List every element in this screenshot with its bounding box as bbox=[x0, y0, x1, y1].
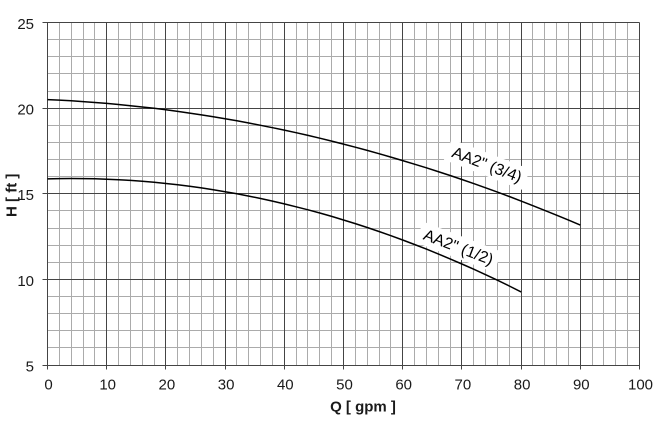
svg-text:20: 20 bbox=[159, 377, 176, 394]
svg-text:H [ ft ]: H [ ft ] bbox=[4, 174, 21, 217]
svg-text:15: 15 bbox=[17, 187, 34, 204]
svg-text:20: 20 bbox=[17, 102, 34, 119]
svg-text:5: 5 bbox=[26, 359, 34, 376]
svg-text:70: 70 bbox=[455, 377, 472, 394]
svg-text:80: 80 bbox=[514, 377, 531, 394]
svg-text:10: 10 bbox=[99, 377, 116, 394]
svg-text:90: 90 bbox=[573, 377, 590, 394]
svg-text:100: 100 bbox=[628, 377, 653, 394]
svg-text:30: 30 bbox=[218, 377, 235, 394]
svg-text:25: 25 bbox=[17, 16, 34, 33]
svg-text:40: 40 bbox=[277, 377, 294, 394]
svg-text:10: 10 bbox=[17, 273, 34, 290]
svg-text:60: 60 bbox=[395, 377, 412, 394]
svg-text:0: 0 bbox=[44, 377, 52, 394]
svg-text:50: 50 bbox=[336, 377, 353, 394]
svg-text:Q [ gpm ]: Q [ gpm ] bbox=[330, 399, 396, 416]
